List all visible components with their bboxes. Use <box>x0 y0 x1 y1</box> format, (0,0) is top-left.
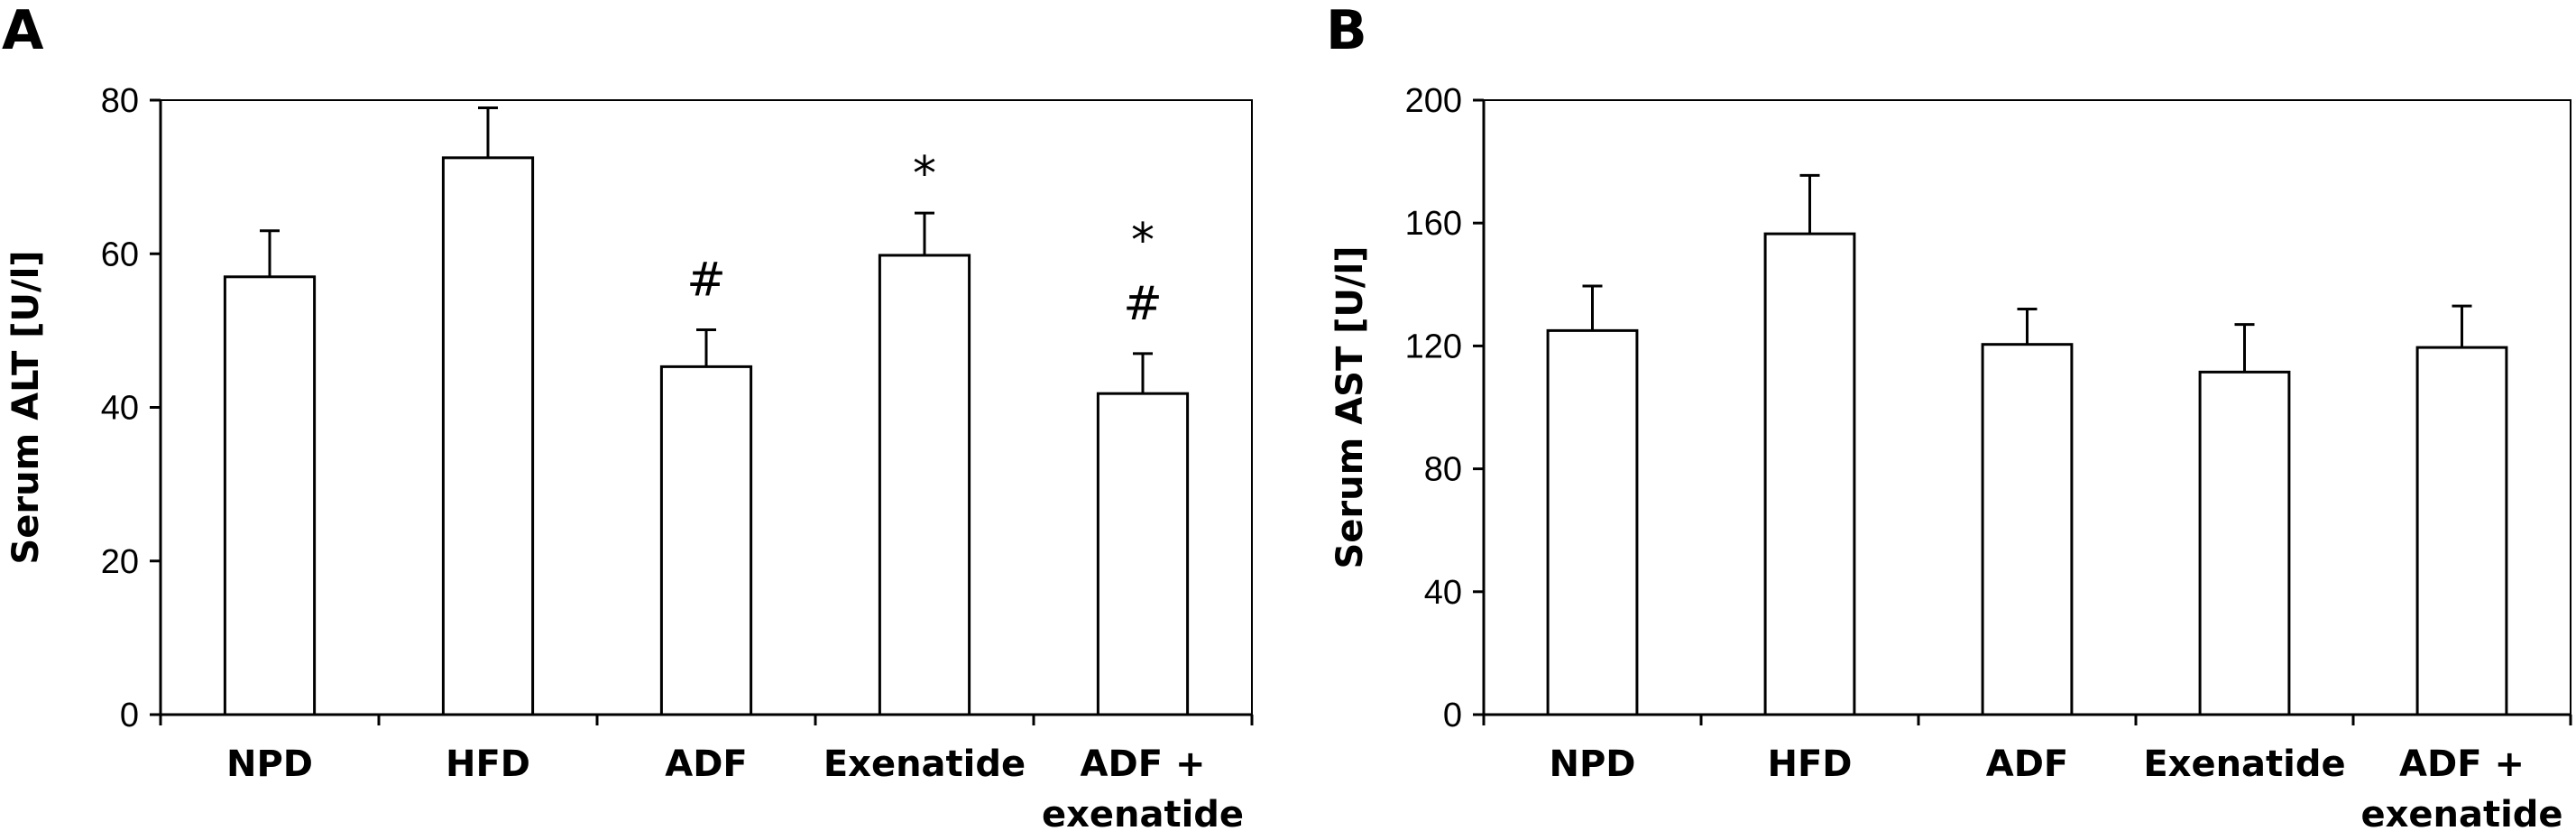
y-tick-label: 0 <box>1443 697 1462 734</box>
x-tick-label: Exenatide <box>2143 743 2345 785</box>
bar <box>2198 370 2291 716</box>
x-tick-label: ADF <box>665 743 747 785</box>
bar <box>1546 328 1639 716</box>
y-tick-label: 20 <box>101 543 139 581</box>
bar <box>659 365 753 716</box>
x-tick-label: ADF + exenatide <box>2360 743 2562 831</box>
x-tick-label: NPD <box>1550 743 1636 785</box>
x-tick-label: HFD <box>446 743 530 785</box>
y-axis-title: Serum AST [U/l] <box>1329 245 1371 568</box>
bar <box>2415 346 2508 716</box>
y-tick-label: 40 <box>1424 574 1462 612</box>
bar <box>878 254 971 716</box>
x-tick-label: ADF <box>1986 743 2068 785</box>
y-tick-label: 80 <box>1424 451 1462 489</box>
bar <box>441 156 535 716</box>
chart-panel-a: A 0 20 40 60 80 Serum ALT [U/l] NPD HFD ADF # Exena… <box>2 0 1254 831</box>
x-tick-label: ADF + exenatide <box>1042 743 1244 831</box>
y-tick-label: 40 <box>101 390 139 428</box>
plot-frame <box>1484 99 2571 715</box>
y-tick-label: 160 <box>1405 205 1462 243</box>
x-tick-label: NPD <box>226 743 313 785</box>
significance-marker: * <box>1131 214 1155 268</box>
bar <box>223 275 317 716</box>
significance-marker: * <box>913 147 936 201</box>
y-axis-title: Serum ALT [U/l] <box>5 250 47 564</box>
significance-marker: # <box>686 254 726 308</box>
bar <box>1096 392 1190 716</box>
y-tick-label: 200 <box>1405 82 1462 120</box>
x-tick-label: Exenatide <box>823 743 1026 785</box>
y-tick-label: 60 <box>101 235 139 273</box>
y-tick-label: 80 <box>101 82 139 120</box>
plot-frame <box>161 99 1253 715</box>
bar <box>1981 343 2074 716</box>
y-tick-label: 0 <box>120 697 139 734</box>
x-tick-label: HFD <box>1767 743 1852 785</box>
y-tick-label: 120 <box>1405 328 1462 365</box>
chart-panel-b: B 0 40 80 120 160 200 Serum AST [U/l] NPD HFD ADF E… <box>1326 0 2572 831</box>
panel-label: A <box>2 0 44 62</box>
bar <box>1763 232 1856 716</box>
panel-label: B <box>1326 0 1367 62</box>
significance-marker: # <box>1123 277 1163 331</box>
